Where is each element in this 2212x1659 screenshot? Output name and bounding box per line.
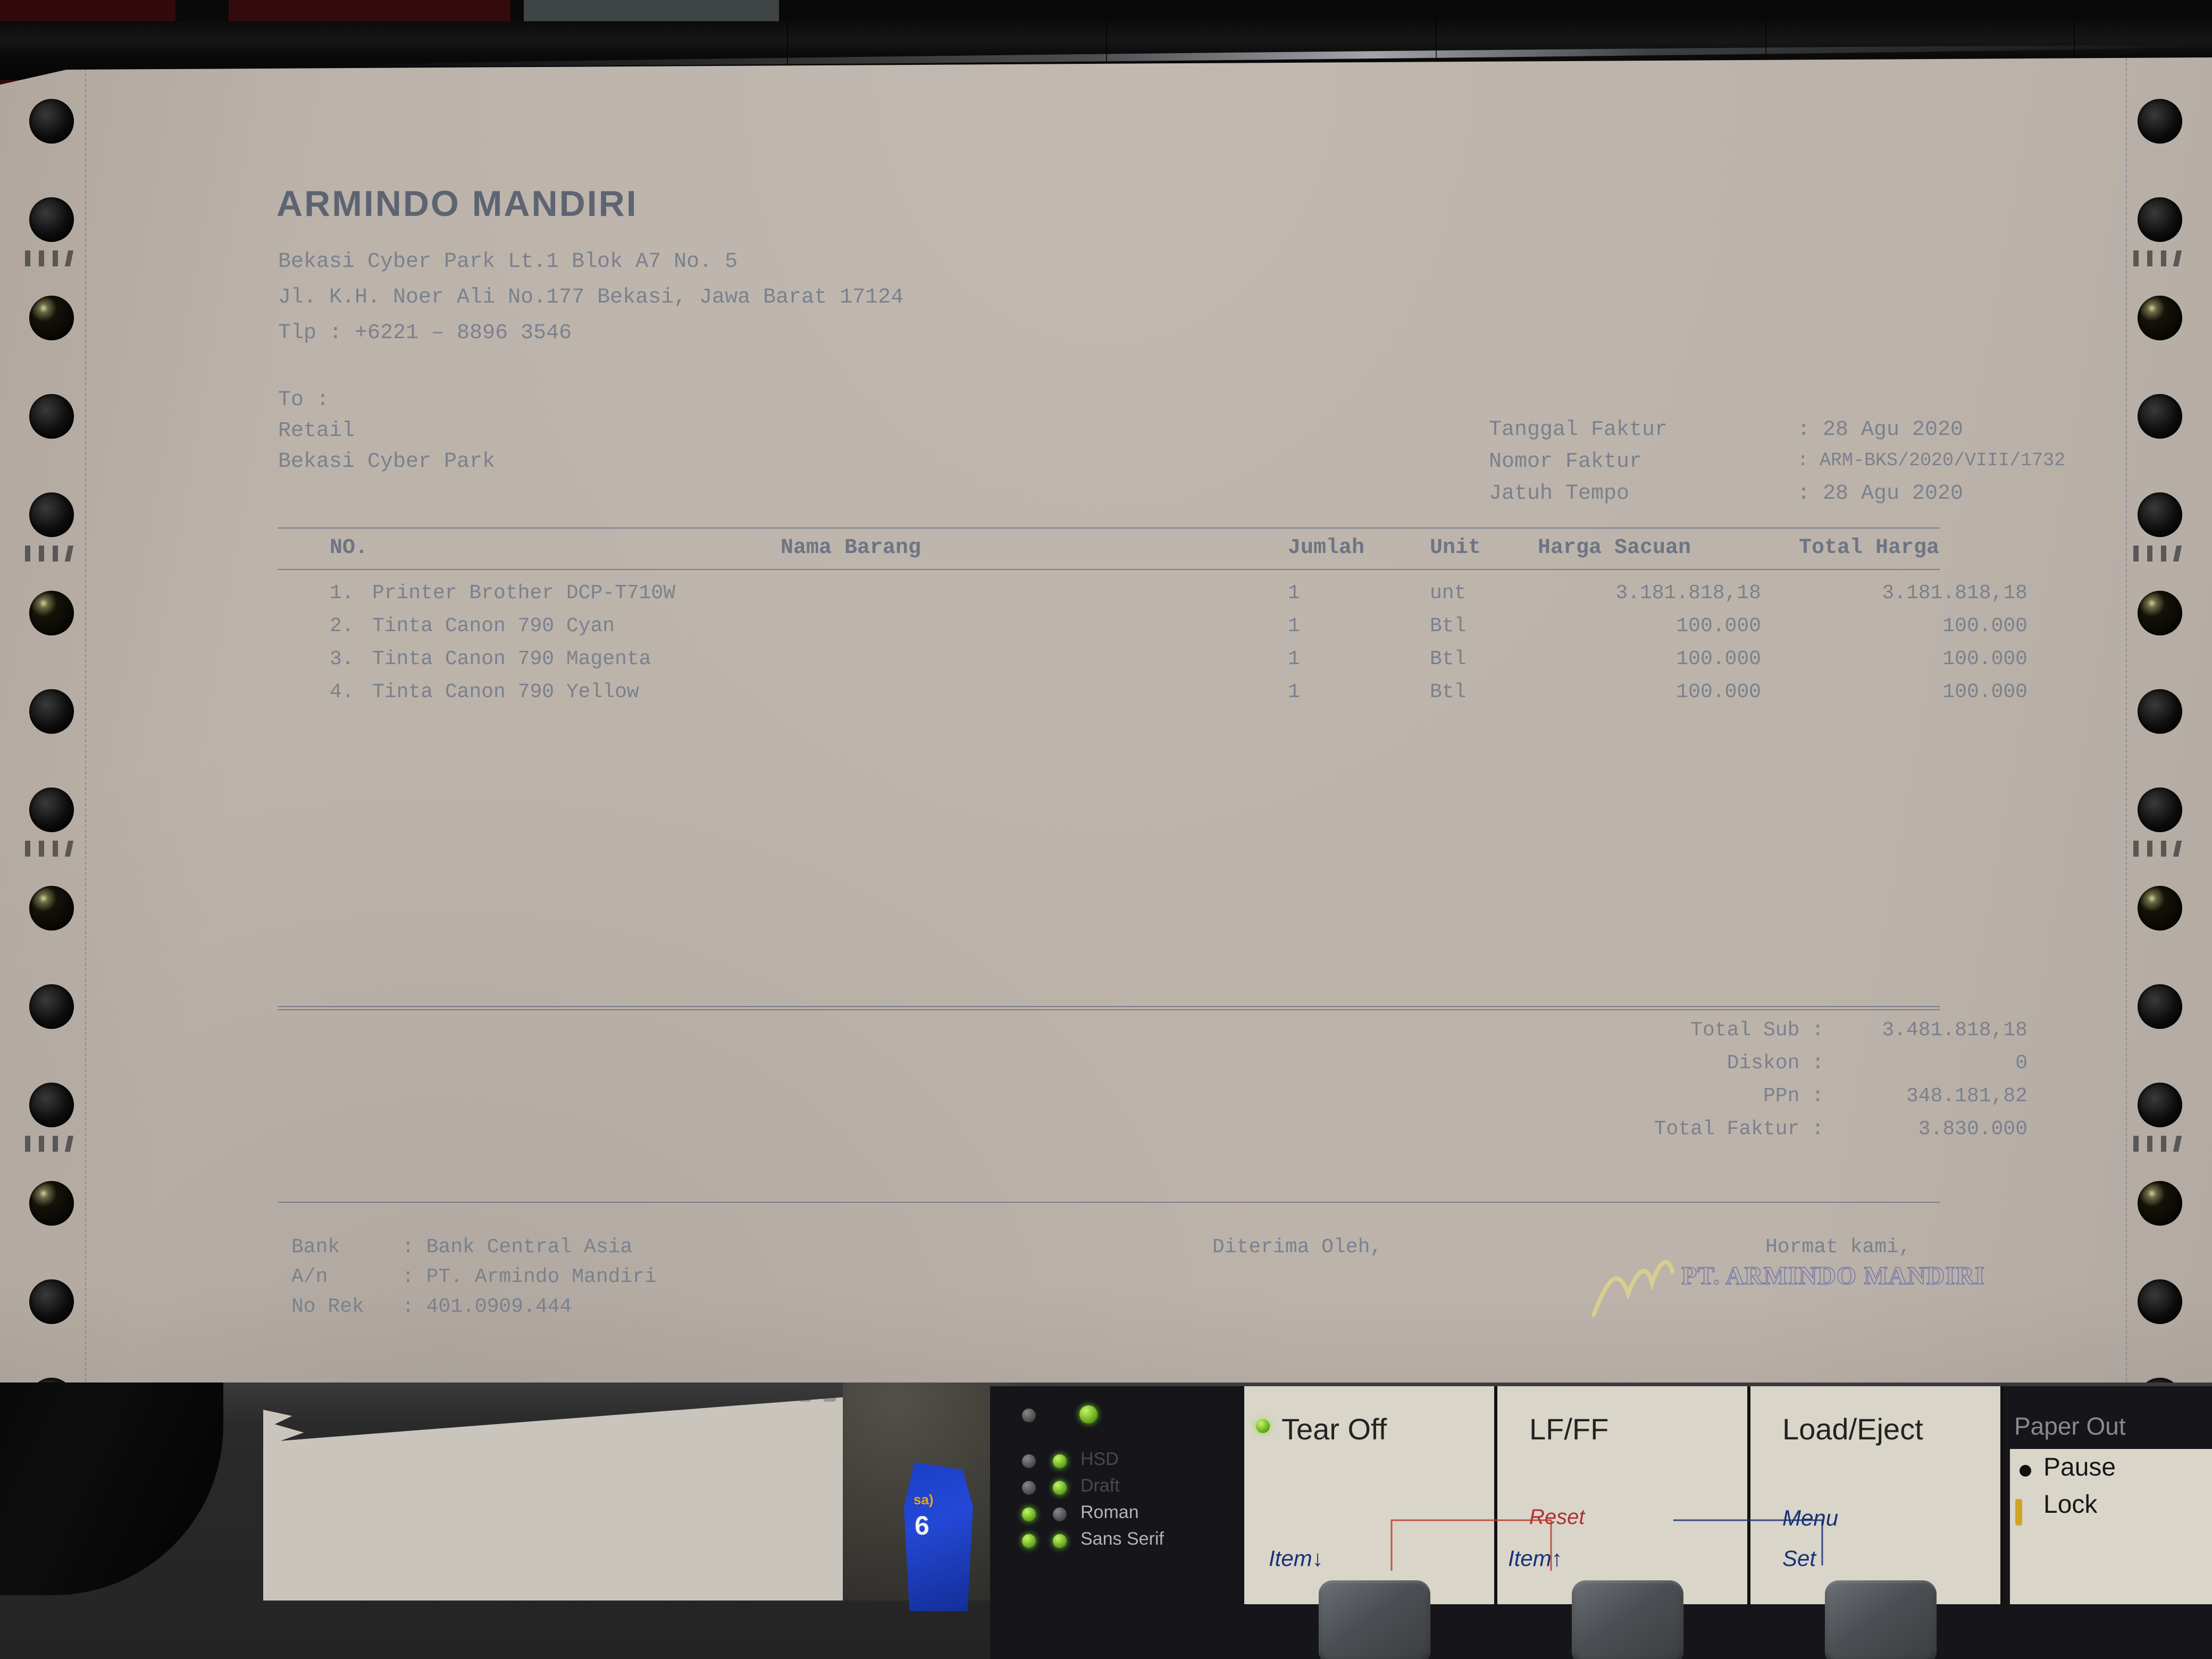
svg-text:PT. ARMINDO MANDIRI: PT. ARMINDO MANDIRI — [1681, 1262, 1985, 1290]
